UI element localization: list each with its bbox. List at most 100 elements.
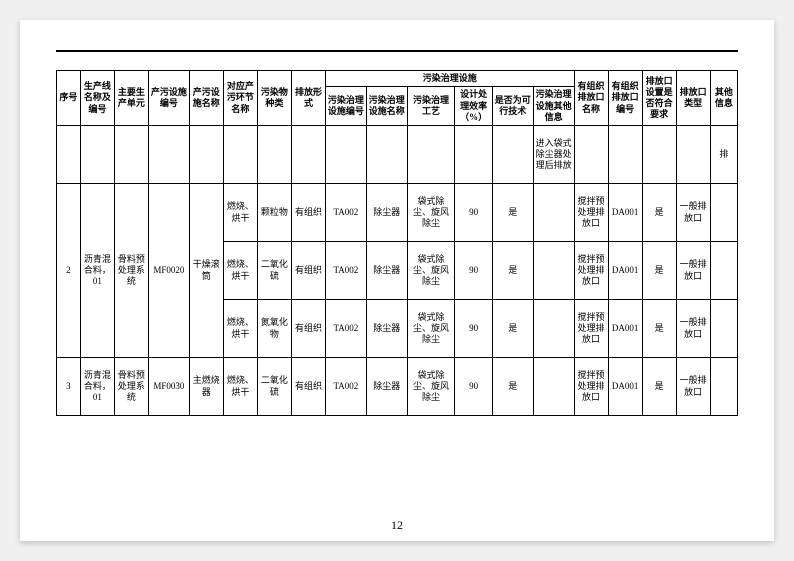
col-outlet-compliance: 排放口设置是否符合要求 [642,71,676,126]
cell: 袋式除尘、旋风除尘 [407,184,455,242]
cell: 沥青混合料，01 [80,358,114,416]
col-pollutant: 污染物种类 [257,71,291,126]
cell: 除尘器 [366,300,407,358]
col-efficiency: 设计处理效率（%） [455,87,492,126]
col-other: 其他信息 [710,71,737,126]
cell [608,126,642,184]
cell: 袋式除尘、旋风除尘 [407,300,455,358]
cell: TA002 [325,242,366,300]
table-row: 2沥青混合料，01骨料预处理系统MF0020干燥滚筒燃烧、烘干颗粒物有组织TA0… [57,184,738,242]
cell: TA002 [325,300,366,358]
cell: 排 [710,126,737,184]
cell: 有组织 [291,300,325,358]
col-treatment-group: 污染治理设施 [325,71,574,87]
page-number: 12 [20,518,774,533]
cell [710,300,737,358]
cell: 是 [492,242,533,300]
cell [80,126,114,184]
cell [455,126,492,184]
cell [492,126,533,184]
header-row-1: 序号 生产线名称及编号 主要生产单元 产污设施编号 产污设施名称 对应产污环节名… [57,71,738,87]
cell: 燃烧、烘干 [223,184,257,242]
cell: 搅拌预处理排放口 [574,184,608,242]
col-facility-no: 产污设施编号 [148,71,189,126]
cell: 有组织 [291,358,325,416]
cell: 一般排放口 [676,300,710,358]
cell [642,126,676,184]
cell [533,358,574,416]
cell: DA001 [608,358,642,416]
col-unit: 主要生产单元 [114,71,148,126]
table-row: 3沥青混合料，01骨料预处理系统MF0030主燃烧器燃烧、烘干二氧化硫有组织TA… [57,358,738,416]
cell: DA001 [608,184,642,242]
cell: 沥青混合料，01 [80,184,114,358]
cell [257,126,291,184]
cell: 燃烧、烘干 [223,242,257,300]
cell: 是 [642,300,676,358]
col-line: 生产线名称及编号 [80,71,114,126]
cell: 干燥滚筒 [189,184,223,358]
col-emission-form: 排放形式 [291,71,325,126]
table-row: 进入袋式除尘器处理后排放 排 [57,126,738,184]
cell [407,126,455,184]
cell: MF0030 [148,358,189,416]
cell: DA001 [608,242,642,300]
col-treat-process: 污染治理工艺 [407,87,455,126]
cell: 90 [455,184,492,242]
cell [291,126,325,184]
cell [533,300,574,358]
cell: 是 [642,184,676,242]
cell [710,242,737,300]
cell: MF0020 [148,184,189,358]
cell: 袋式除尘、旋风除尘 [407,242,455,300]
cell [366,126,407,184]
cell: 主燃烧器 [189,358,223,416]
cell [676,126,710,184]
col-treat-no: 污染治理设施编号 [325,87,366,126]
cell: 2 [57,184,81,358]
cell [533,184,574,242]
cell [574,126,608,184]
col-seq: 序号 [57,71,81,126]
cell [148,126,189,184]
cell: 除尘器 [366,184,407,242]
cell: 有组织 [291,242,325,300]
cell: 90 [455,300,492,358]
col-outlet-name: 有组织排放口名称 [574,71,608,126]
cell: 燃烧、烘干 [223,358,257,416]
cell: DA001 [608,300,642,358]
cell: TA002 [325,358,366,416]
cell: 燃烧、烘干 [223,300,257,358]
cell [114,126,148,184]
cell [223,126,257,184]
cell: 90 [455,242,492,300]
col-treat-name: 污染治理设施名称 [366,87,407,126]
cell [189,126,223,184]
cell: 3 [57,358,81,416]
cell: 二氧化硫 [257,242,291,300]
cell [710,184,737,242]
cell: 氮氧化物 [257,300,291,358]
cell: 是 [492,300,533,358]
col-facility-name: 产污设施名称 [189,71,223,126]
cell: TA002 [325,184,366,242]
cell: 一般排放口 [676,184,710,242]
cell: 搅拌预处理排放口 [574,358,608,416]
pollution-control-table: 序号 生产线名称及编号 主要生产单元 产污设施编号 产污设施名称 对应产污环节名… [56,70,738,416]
cell: 骨料预处理系统 [114,358,148,416]
document-page: 序号 生产线名称及编号 主要生产单元 产污设施编号 产污设施名称 对应产污环节名… [20,20,774,541]
cell [533,242,574,300]
cell: 是 [642,242,676,300]
cell: 是 [642,358,676,416]
cell: 搅拌预处理排放口 [574,300,608,358]
col-treat-other: 污染治理设施其他信息 [533,87,574,126]
col-outlet-type: 排放口类型 [676,71,710,126]
cell: 颗粒物 [257,184,291,242]
cell [57,126,81,184]
horizontal-rule [56,50,738,52]
cell: 是 [492,358,533,416]
cell: 是 [492,184,533,242]
col-feasible: 是否为可行技术 [492,87,533,126]
cell: 进入袋式除尘器处理后排放 [533,126,574,184]
cell: 一般排放口 [676,358,710,416]
